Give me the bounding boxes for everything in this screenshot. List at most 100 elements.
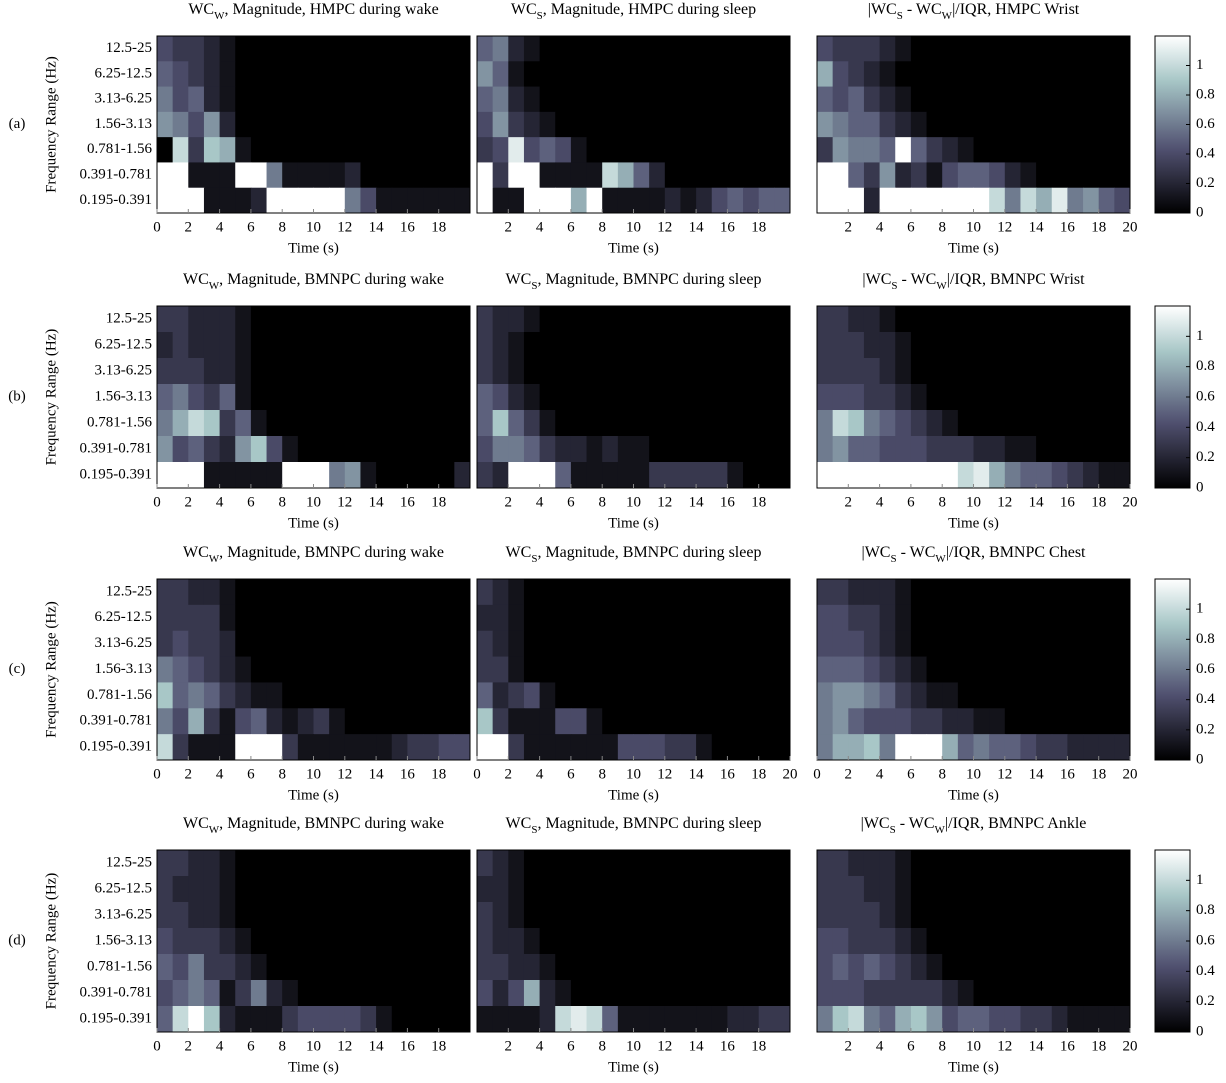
heatmap-cell <box>634 928 650 955</box>
heatmap-cell <box>1114 358 1130 385</box>
heatmap-cell <box>649 112 665 138</box>
heatmap-cell <box>602 734 618 760</box>
heatmap-cell <box>345 332 361 359</box>
heatmap-cell <box>540 61 556 87</box>
heatmap-cell <box>759 708 775 734</box>
title-subscript: W <box>214 10 225 22</box>
heatmap-cell <box>974 876 990 903</box>
title-part: , Magnitude, BMNPC during wake <box>219 544 444 561</box>
colorbar-tick-label: 1 <box>1196 57 1204 73</box>
heatmap-cell <box>848 188 864 214</box>
heatmap-cell <box>493 410 509 437</box>
heatmap-cell <box>1114 631 1130 657</box>
heatmap-cell <box>1114 410 1130 437</box>
heatmap-cell <box>407 1006 423 1033</box>
heatmap-cell <box>958 358 974 385</box>
heatmap-cell <box>727 384 743 411</box>
heatmap-cell <box>727 410 743 437</box>
heatmap-cell <box>1005 980 1021 1007</box>
heatmap-cell <box>1114 850 1130 877</box>
heatmap-cell <box>392 605 408 631</box>
title-part: |/IQR, BMNPC Ankle <box>945 815 1086 832</box>
heatmap-cell <box>680 137 696 163</box>
x-tick-label: 8 <box>938 1038 946 1054</box>
heatmap-cell <box>989 954 1005 981</box>
heatmap-cell <box>649 631 665 657</box>
heatmap-cell <box>524 410 540 437</box>
heatmap-cell <box>649 954 665 981</box>
heatmap-cell <box>665 410 681 437</box>
heatmap-cell <box>817 112 833 138</box>
heatmap-cell <box>696 579 712 605</box>
heatmap-cell <box>392 1006 408 1033</box>
heatmap-cell <box>439 579 455 605</box>
heatmap-cell <box>439 850 455 877</box>
heatmap-cell <box>743 436 759 463</box>
heatmap-cell <box>251 605 267 631</box>
heatmap-cell <box>848 631 864 657</box>
heatmap-cell <box>743 928 759 955</box>
heatmap-cell <box>157 332 173 359</box>
heatmap-cell <box>587 1006 603 1033</box>
heatmap-cell <box>555 605 571 631</box>
heatmap-cell <box>407 410 423 437</box>
heatmap-cell <box>665 384 681 411</box>
heatmap-cell <box>508 188 524 214</box>
x-tick-label: 2 <box>185 494 193 510</box>
heatmap-cell <box>712 928 728 955</box>
heatmap-cell <box>508 657 524 683</box>
heatmap-cell <box>1067 980 1083 1007</box>
heatmap-cell <box>1052 605 1068 631</box>
heatmap-cell <box>423 462 439 489</box>
heatmap-cell <box>204 384 220 411</box>
heatmap-cell <box>1020 579 1036 605</box>
heatmap-cell <box>743 162 759 188</box>
x-tick-label: 16 <box>400 1038 416 1054</box>
heatmap-cell <box>235 436 251 463</box>
heatmap-cell <box>665 61 681 87</box>
heatmap-cell <box>848 980 864 1007</box>
heatmap-cell <box>848 579 864 605</box>
heatmap-cell <box>1036 954 1052 981</box>
heatmap-cell <box>587 410 603 437</box>
x-tick-label: 10 <box>306 1038 321 1054</box>
heatmap-cell <box>329 682 345 708</box>
heatmap-cell <box>759 462 775 489</box>
heatmap-cell <box>1020 462 1036 489</box>
heatmap-cell <box>1114 162 1130 188</box>
heatmap-cell <box>743 112 759 138</box>
heatmap-cell <box>680 579 696 605</box>
heatmap-cell <box>665 657 681 683</box>
heatmap-cell <box>1067 876 1083 903</box>
heatmap-cell <box>1005 1006 1021 1033</box>
heatmap-cell <box>423 36 439 62</box>
heatmap-cell <box>454 188 470 214</box>
heatmap-cell <box>282 902 298 929</box>
heatmap-cell <box>298 332 314 359</box>
title-part: |/IQR, BMNPC Wrist <box>947 271 1085 288</box>
heatmap-cell <box>1005 902 1021 929</box>
heatmap-cell <box>555 980 571 1007</box>
heatmap-cell <box>712 410 728 437</box>
heatmap-cell <box>618 579 634 605</box>
heatmap-cell <box>1036 332 1052 359</box>
heatmap-cell <box>587 162 603 188</box>
heatmap-cell <box>958 61 974 87</box>
heatmap-cell <box>696 928 712 955</box>
heatmap-cell <box>423 631 439 657</box>
heatmap-cell <box>555 36 571 62</box>
heatmap-cell <box>1052 36 1068 62</box>
heatmap-cell <box>602 358 618 385</box>
heatmap-cell <box>680 358 696 385</box>
panel-label: (a) <box>9 116 26 132</box>
heatmap-cell <box>774 162 790 188</box>
heatmap-cell <box>188 61 204 87</box>
heatmap-cell <box>774 708 790 734</box>
heatmap-cell <box>1020 631 1036 657</box>
heatmap-cell <box>298 631 314 657</box>
heatmap-cell <box>477 928 493 955</box>
heatmap-cell <box>282 162 298 188</box>
heatmap-cell <box>157 36 173 62</box>
heatmap-cell <box>439 928 455 955</box>
heatmap-cell <box>454 902 470 929</box>
